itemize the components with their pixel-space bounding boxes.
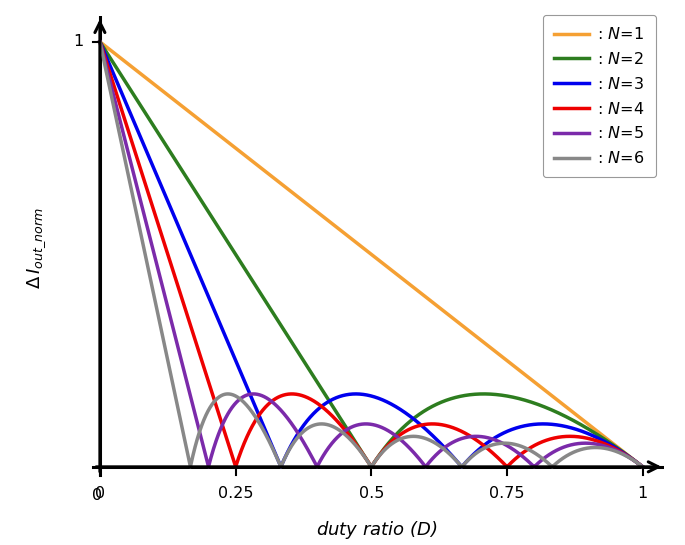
Text: $\Delta\,\mathit{I}_{out\_norm}$: $\Delta\,\mathit{I}_{out\_norm}$ xyxy=(26,207,49,289)
Text: 0.75: 0.75 xyxy=(489,486,525,501)
Text: 0.5: 0.5 xyxy=(359,486,384,501)
Text: 0.25: 0.25 xyxy=(218,486,253,501)
Text: 0: 0 xyxy=(92,488,101,503)
Text: 0: 0 xyxy=(95,486,105,501)
Legend: : $\mathit{N}\!=\!1$, : $\mathit{N}\!=\!2$, : $\mathit{N}\!=\!3$, : $\mathit{N}\: : $\mathit{N}\!=\!1$, : $\mathit{N}\!=\!… xyxy=(543,15,656,177)
Text: 1: 1 xyxy=(73,34,84,50)
Text: 1: 1 xyxy=(638,486,648,501)
Text: duty ratio ($\mathit{D}$): duty ratio ($\mathit{D}$) xyxy=(316,519,438,541)
